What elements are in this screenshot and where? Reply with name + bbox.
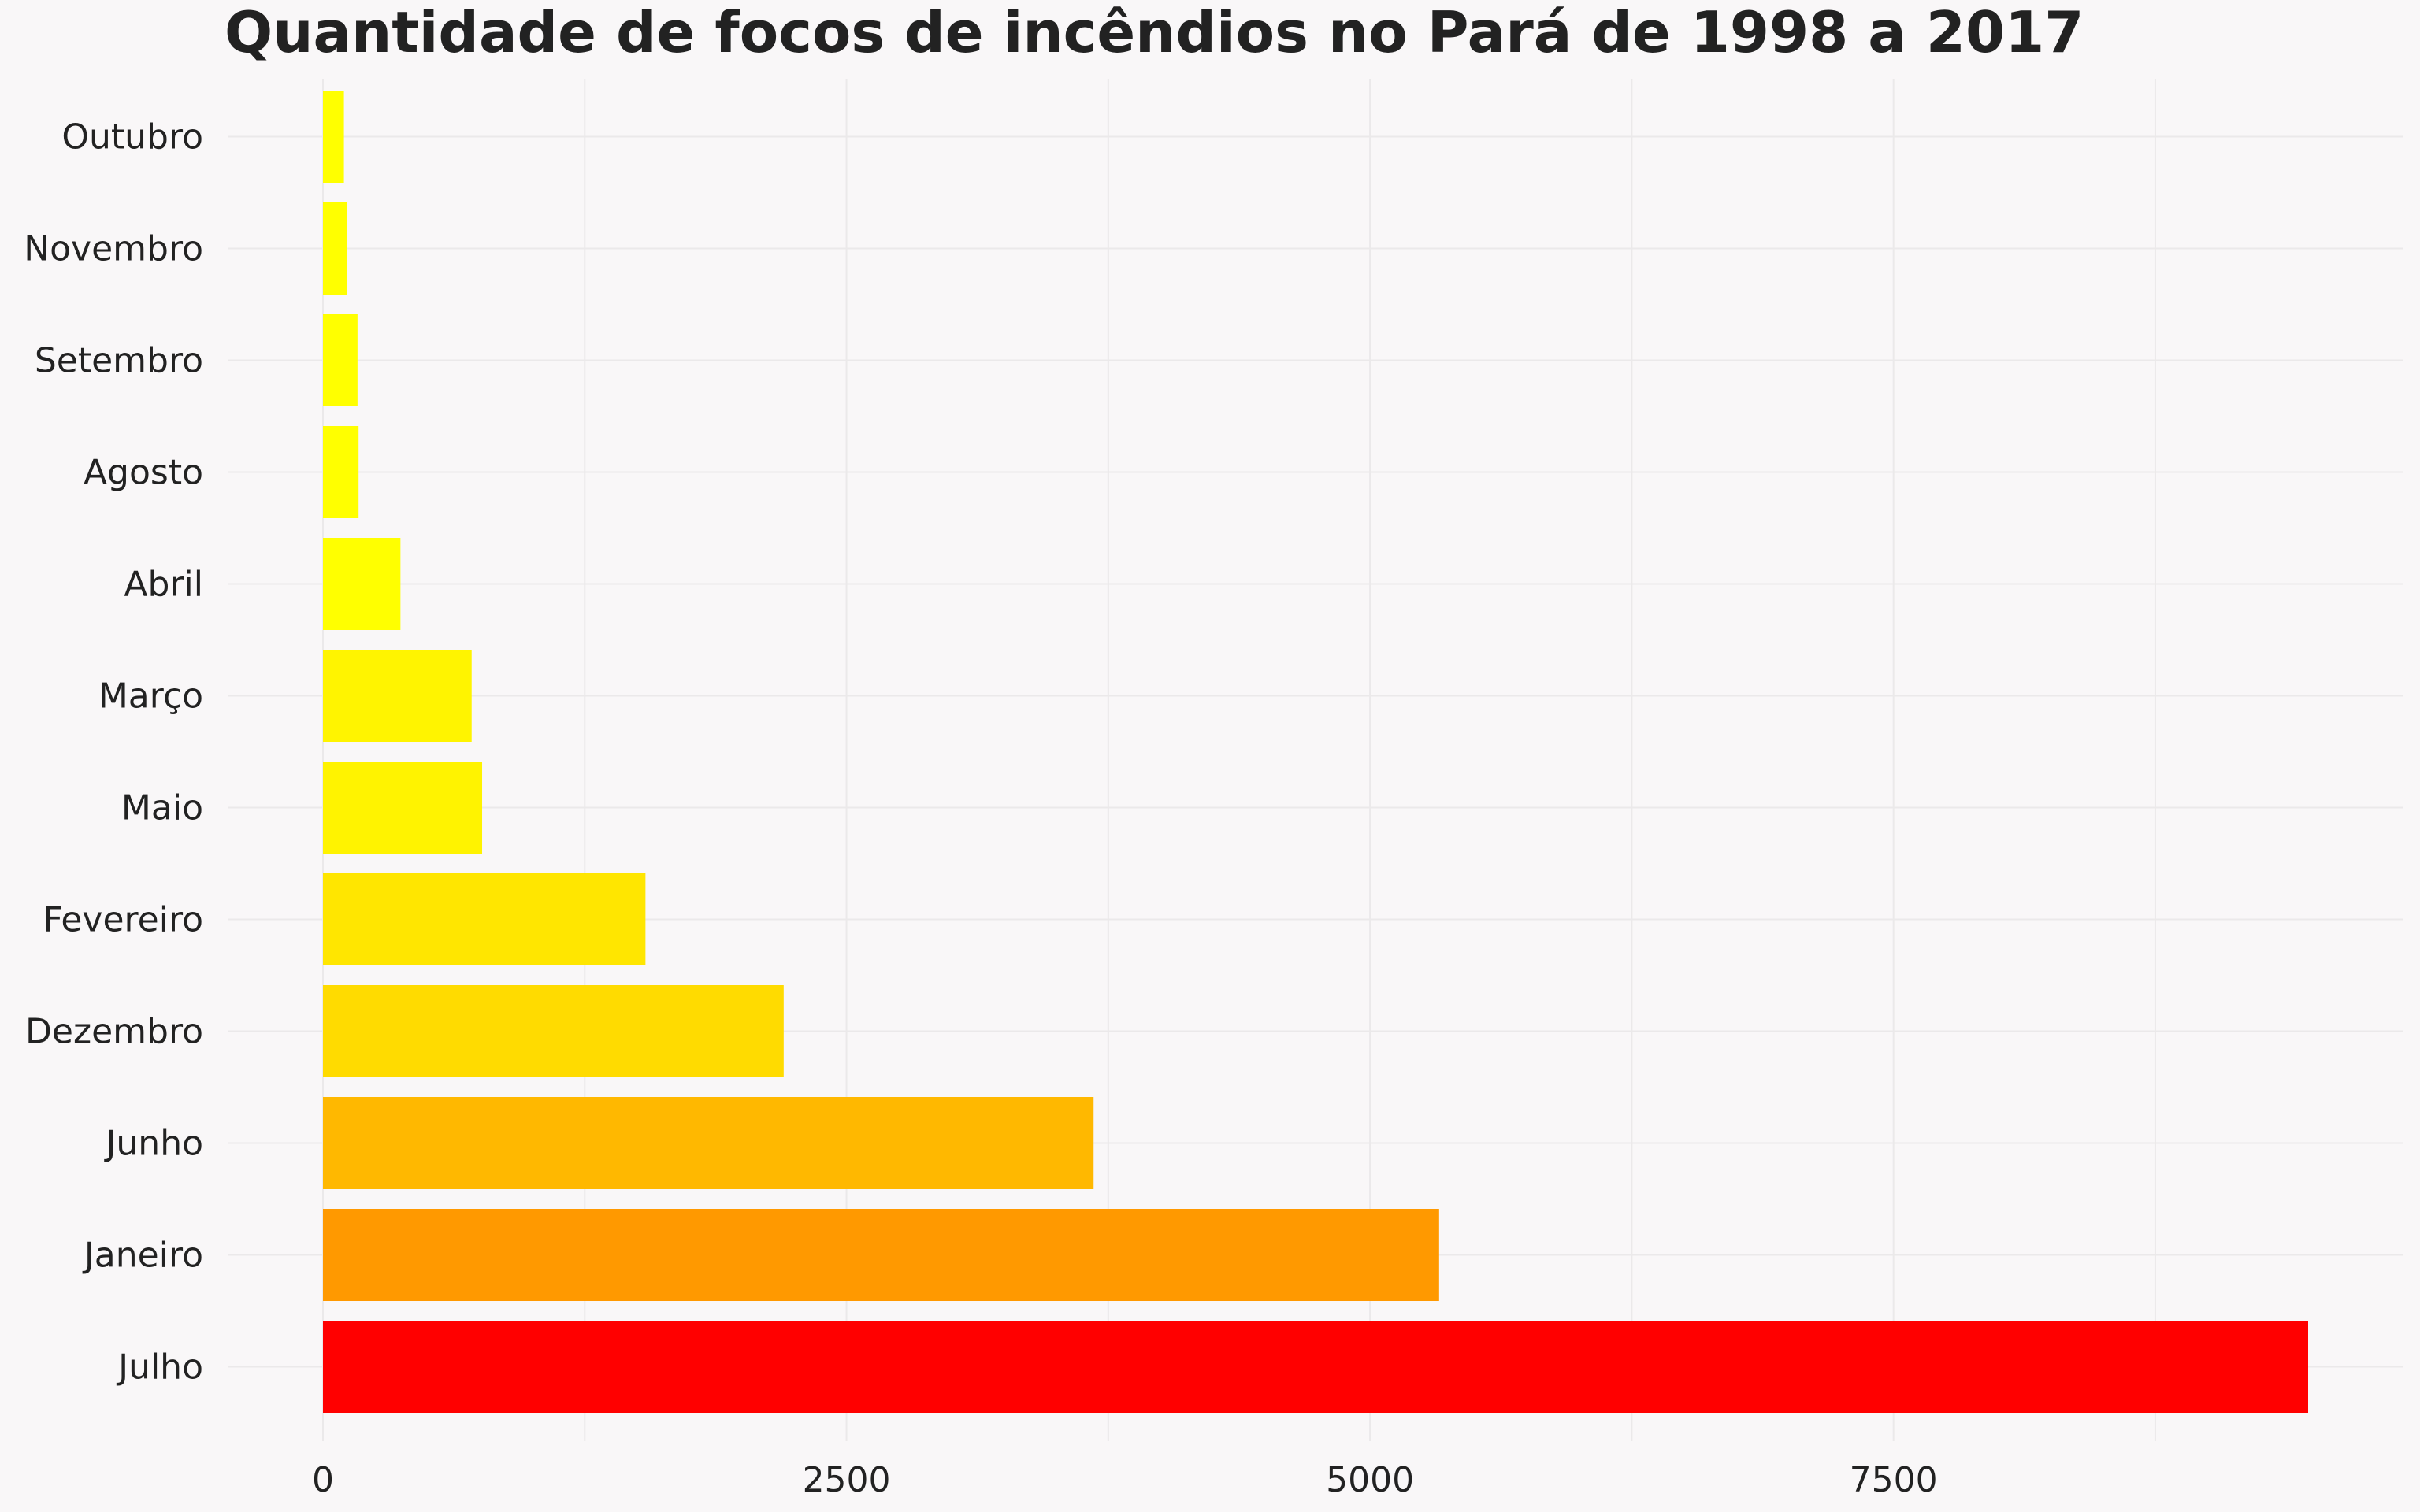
category-label: Fevereiro bbox=[43, 900, 203, 940]
bar-setembro bbox=[323, 314, 358, 406]
x-tick-label: 0 bbox=[312, 1460, 334, 1500]
bars bbox=[323, 91, 2308, 1413]
category-label: Outubro bbox=[61, 117, 203, 158]
bar-julho bbox=[323, 1321, 2308, 1413]
category-label: Janeiro bbox=[82, 1236, 203, 1276]
category-label: Junho bbox=[103, 1124, 203, 1164]
bar-fevereiro bbox=[323, 873, 646, 965]
category-label: Dezembro bbox=[25, 1012, 203, 1052]
bar-outubro bbox=[323, 91, 344, 183]
bar-janeiro bbox=[323, 1209, 1439, 1301]
x-tick-label: 2500 bbox=[803, 1460, 891, 1500]
bar-abril bbox=[323, 538, 401, 630]
gridlines bbox=[228, 79, 2403, 1441]
bar-março bbox=[323, 650, 472, 742]
category-label: Abril bbox=[124, 565, 203, 605]
x-axis-ticks: 0 2500 5000 7500 bbox=[312, 1460, 1938, 1500]
bar-agosto bbox=[323, 426, 359, 518]
category-label: Novembro bbox=[24, 229, 203, 269]
chart-title: Quantidade de focos de incêndios no Pará… bbox=[225, 0, 2084, 65]
bar-dezembro bbox=[323, 985, 784, 1077]
category-label: Agosto bbox=[84, 453, 203, 493]
bar-novembro bbox=[323, 202, 347, 295]
category-label: Julho bbox=[116, 1347, 203, 1388]
category-label: Maio bbox=[121, 788, 203, 828]
x-tick-label: 5000 bbox=[1326, 1460, 1414, 1500]
bar-maio bbox=[323, 762, 483, 854]
y-axis-labels: Outubro Novembro Setembro Agosto Abril Março M… bbox=[24, 117, 203, 1388]
category-label: Setembro bbox=[35, 341, 203, 381]
category-label: Março bbox=[98, 676, 203, 717]
bar-junho bbox=[323, 1097, 1094, 1189]
x-tick-label: 7500 bbox=[1850, 1460, 1938, 1500]
